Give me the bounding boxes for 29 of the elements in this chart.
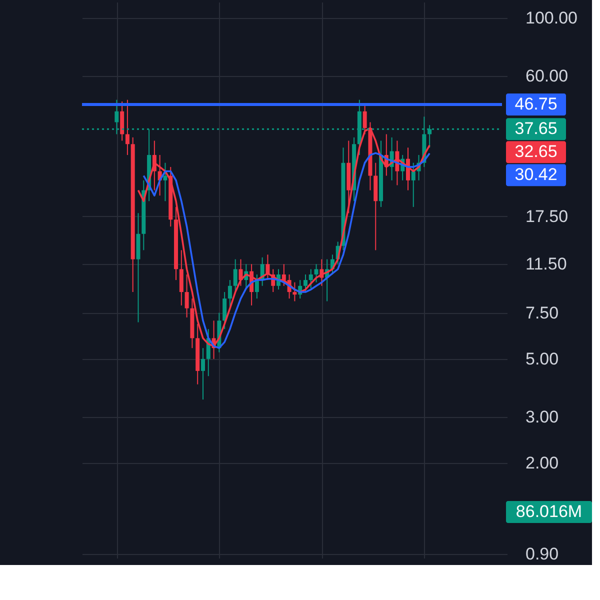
candlestick <box>184 274 189 318</box>
candlestick <box>314 264 318 283</box>
text: 30.42 <box>514 165 558 184</box>
candlestick <box>233 258 238 293</box>
candlestick <box>222 292 227 330</box>
y-tick-label: 11.50 <box>526 254 567 274</box>
candlestick <box>303 274 308 293</box>
ref-line-label: 37.65 <box>514 119 558 138</box>
text: 32.65 <box>514 142 558 162</box>
text: 86.016M <box>516 502 582 521</box>
candlestick <box>254 274 259 300</box>
candlestick <box>120 100 124 142</box>
y-tick-label: 2.00 <box>526 454 559 473</box>
ref-line-label: 46.75 <box>514 94 558 114</box>
y-tick-label: 17.50 <box>526 206 568 226</box>
candlestick <box>292 282 297 302</box>
y-tick-label: 60.00 <box>526 66 568 86</box>
y-tick-label: 0.90 <box>526 544 559 564</box>
y-tick-label: 100.00 <box>526 8 578 28</box>
candlestick <box>200 348 205 400</box>
candlestick <box>163 162 168 202</box>
candlestick <box>179 250 184 306</box>
y-tick-label: 5.00 <box>526 349 559 368</box>
y-tick-label: 3.00 <box>526 408 559 427</box>
candlestick <box>228 280 232 309</box>
candlestick <box>411 162 416 208</box>
candlestick <box>125 99 130 156</box>
candlestick <box>308 268 313 289</box>
y-tick-label: 7.50 <box>526 303 559 322</box>
